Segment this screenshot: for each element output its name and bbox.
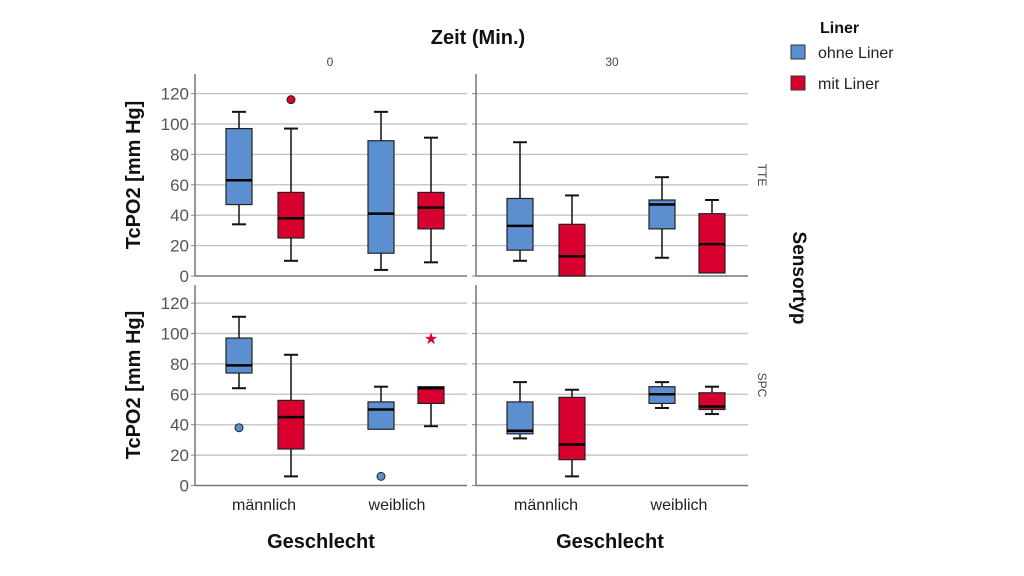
legend-title: Liner [820, 20, 859, 37]
panel-tte-30-box-maennlich-mit-liner [558, 223, 586, 277]
panel-spc-0-box-weiblich-mit-liner-outlier-star: ★ [424, 329, 438, 348]
panel-spc-0-ytick-label: 0 [180, 477, 189, 496]
x-axis-label-left: Geschlecht [267, 531, 375, 553]
y-axis-label-top: TcPO2 [mm Hg] [123, 101, 145, 250]
panel-tte-0-box-maennlich-mit-liner [277, 191, 305, 239]
legend-label-mit-liner: mit Liner [818, 76, 880, 93]
panel-spc-0-ytick-label: 120 [161, 294, 189, 313]
panel-spc-0-box-maennlich-ohne-liner [225, 337, 253, 374]
panel-spc-0-ytick-label: 60 [170, 385, 189, 404]
panel-tte-0-box-maennlich-mit-liner-outlier [286, 95, 296, 105]
panel-tte-0-box-weiblich-ohne-liner [367, 140, 395, 254]
x-tick-left-maennlich: männlich [232, 497, 296, 514]
panel-spc-0-box-maennlich-ohne-liner-outlier [234, 423, 244, 433]
panel-tte-0-box-maennlich-ohne-liner [225, 127, 253, 206]
legend-label-ohne-liner: ohne Liner [818, 45, 894, 62]
panel-spc-0-ytick-label: 20 [170, 446, 189, 465]
y-axis-label-bottom: TcPO2 [mm Hg] [123, 311, 145, 460]
legend: Liner ohne Liner mit Liner [790, 20, 894, 93]
panel-tte-0-ytick-label: 120 [161, 85, 189, 104]
legend-swatch-ohne-liner [790, 44, 806, 60]
panel-tte-0-ytick-label: 80 [170, 145, 189, 164]
panel-spc-0-box-maennlich-mit-liner [277, 399, 305, 450]
x-tick-left-weiblich: weiblich [368, 497, 426, 514]
x-tick-right-maennlich: männlich [514, 497, 578, 514]
panel-tte-0-ytick-label: 40 [170, 206, 189, 225]
row-label-tte: TTE [755, 164, 769, 187]
panel-tte-0-ytick-label: 60 [170, 176, 189, 195]
row-label-spc: SPC [755, 373, 769, 398]
panel-spc-0-box-weiblich-mit-liner [417, 386, 445, 405]
panel-tte-0-ytick-label: 100 [161, 115, 189, 134]
panel-spc-30-box-maennlich-ohne-liner [506, 401, 534, 435]
panel-spc-30-box-maennlich-mit-liner [558, 396, 586, 461]
chart-title: Zeit (Min.) [431, 27, 525, 49]
panel-tte-30-box-maennlich-ohne-liner [506, 197, 534, 251]
column-label-0: 0 [327, 55, 334, 69]
x-tick-right-weiblich: weiblich [650, 497, 708, 514]
panel-tte-0-ytick-label: 20 [170, 237, 189, 256]
panel-spc-0-box-weiblich-ohne-liner [367, 401, 395, 430]
panel-spc-0-ytick-label: 100 [161, 325, 189, 344]
panel-tte-0-box-weiblich-mit-liner [417, 191, 445, 230]
legend-swatch-mit-liner [790, 75, 806, 91]
row-axis-title: Sensortyp [788, 232, 809, 325]
panel-spc-0-ytick-label: 80 [170, 355, 189, 374]
panel-tte-0-ytick-label: 0 [180, 267, 189, 286]
column-label-30: 30 [605, 55, 619, 69]
panel-spc-0-ytick-label: 40 [170, 416, 189, 435]
panel-spc-0-box-weiblich-ohne-liner-outlier [376, 471, 386, 481]
x-axis-label-right: Geschlecht [556, 531, 664, 553]
